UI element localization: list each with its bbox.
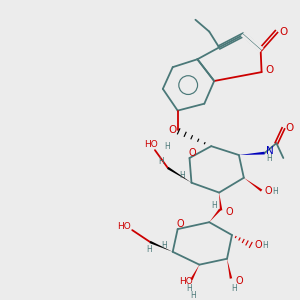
Text: O: O [266,65,274,75]
Polygon shape [244,178,262,192]
Text: H: H [211,201,217,210]
Text: O: O [255,240,262,250]
Polygon shape [219,193,222,211]
Text: O: O [177,219,184,229]
Polygon shape [149,241,173,252]
Text: HO: HO [117,222,131,231]
Text: O: O [225,207,233,217]
Text: H: H [231,284,237,293]
Text: N: N [266,146,273,156]
Text: HO: HO [179,277,192,286]
Polygon shape [167,167,191,183]
Text: O: O [279,27,287,37]
Text: H: H [190,291,196,300]
Polygon shape [227,259,232,279]
Text: O: O [169,125,177,135]
Text: H: H [272,187,278,196]
Polygon shape [209,208,221,222]
Text: O: O [285,123,293,134]
Text: H: H [161,242,167,250]
Text: H: H [146,245,152,254]
Text: H: H [158,158,164,166]
Text: O: O [265,186,272,196]
Text: O: O [189,148,196,158]
Text: H: H [180,171,185,180]
Text: H: H [263,242,268,250]
Polygon shape [190,265,200,280]
Text: H: H [267,154,272,163]
Text: O: O [235,277,243,286]
Text: H: H [164,142,170,151]
Text: H: H [187,284,192,293]
Text: HO: HO [144,140,158,149]
Polygon shape [239,152,265,155]
